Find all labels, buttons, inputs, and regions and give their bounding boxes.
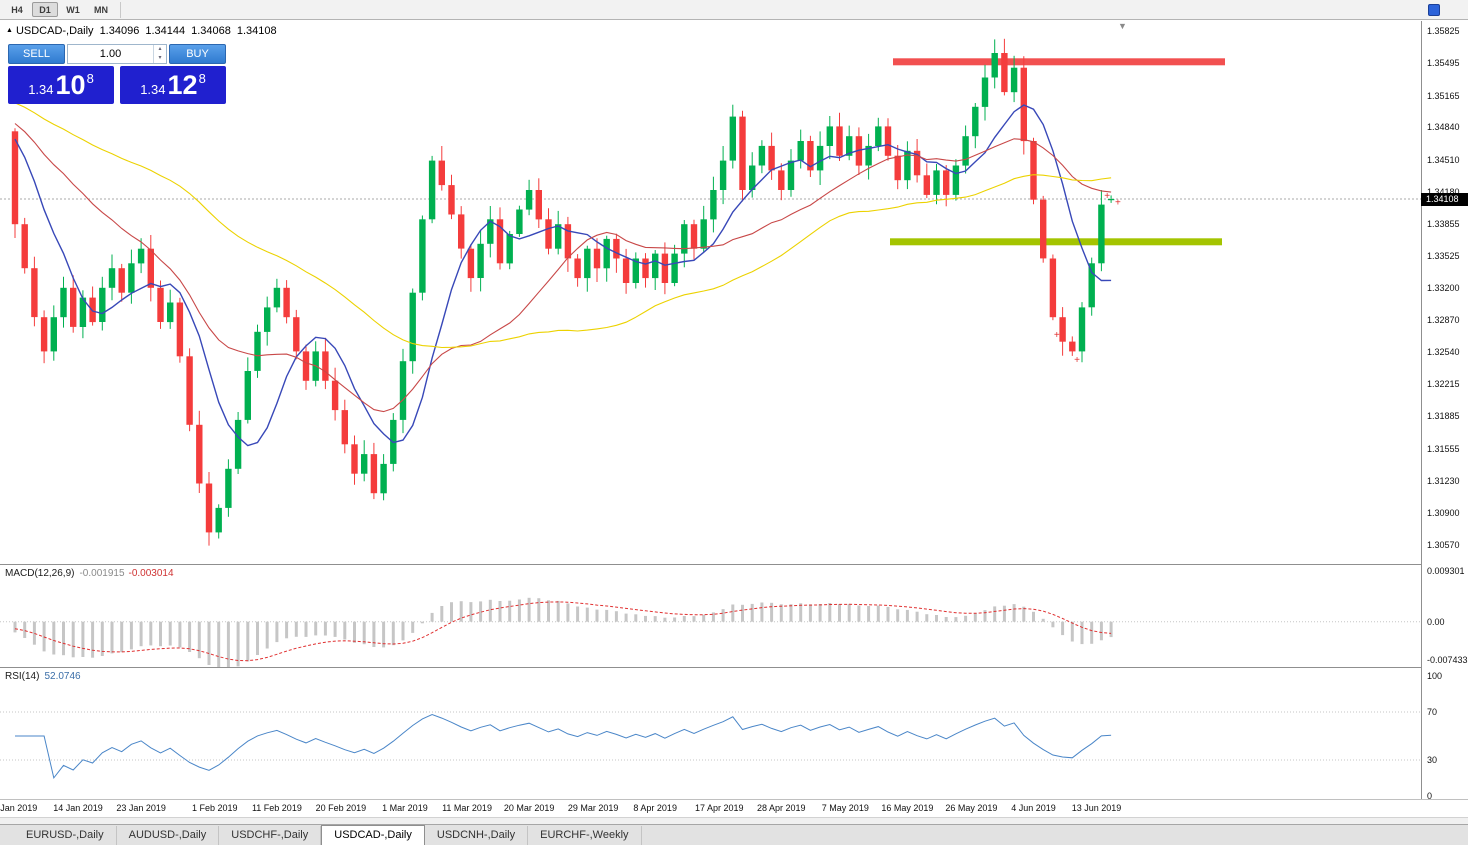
tab-usdchf-daily[interactable]: USDCHF-,Daily (219, 826, 322, 845)
rsi-plot[interactable] (0, 668, 1421, 799)
ohlc-open: 1.34096 (99, 25, 140, 37)
timeframe-button-w1[interactable]: W1 (66, 5, 80, 15)
one-click-trading-panel: SELL 1.00 ▴ ▾ BUY 1.34 10 8 1.34 12 8 (8, 44, 226, 104)
window-icon[interactable] (1428, 4, 1440, 16)
chart-tab-bar: EURUSD-,Daily AUDUSD-,Daily USDCHF-,Daily U… (0, 824, 1468, 845)
price-chart-panel[interactable]: + + + + ▼ ▲ USDCAD-,Daily 1.34096 1.34144 1.340… (0, 21, 1421, 564)
timeframe-button-group: H4 D1 W1 MN (3, 1, 121, 18)
macd-label: MACD(12,26,9) -0.001915 -0.003014 (5, 568, 174, 579)
sell-price-box[interactable]: 1.34 10 8 (8, 66, 114, 104)
buy-button[interactable]: BUY (169, 44, 226, 64)
sell-price-pips: 10 (55, 70, 86, 100)
horizontal-scrollbar[interactable] (0, 817, 1468, 824)
svg-text:+: + (1104, 191, 1110, 202)
timeframe-toolbar: H4 D1 W1 MN (0, 0, 1468, 20)
sell-price-point: 8 (86, 70, 94, 86)
sell-price-figure: 1.34 (28, 81, 54, 97)
time-axis[interactable] (0, 800, 1421, 817)
rsi-label: RSI(14) 52.0746 (5, 671, 81, 682)
chart-symbol-label: USDCAD-,Daily (15, 25, 94, 37)
buy-price-point: 8 (198, 70, 206, 86)
lot-decrease-icon[interactable]: ▾ (158, 55, 162, 61)
buy-price-pips: 12 (167, 70, 198, 100)
collapse-trade-panel-icon[interactable]: ▲ (6, 27, 13, 34)
tab-audusd-daily[interactable]: AUDUSD-,Daily (117, 826, 220, 845)
ohlc-low: 1.34068 (191, 25, 231, 37)
buy-price-figure: 1.34 (140, 81, 166, 97)
svg-text:+: + (1115, 198, 1121, 209)
lot-size-value[interactable]: 1.00 (99, 48, 122, 60)
buy-price-box[interactable]: 1.34 12 8 (120, 66, 226, 104)
tab-eurchf-weekly[interactable]: EURCHF-,Weekly (528, 826, 642, 845)
macd-name: MACD(12,26,9) (5, 568, 75, 579)
tab-usdcad-daily[interactable]: USDCAD-,Daily (321, 825, 425, 845)
svg-text:+: + (1054, 330, 1060, 341)
sell-button[interactable]: SELL (8, 44, 65, 64)
macd-plot[interactable] (0, 565, 1421, 667)
panel-splitter[interactable] (0, 667, 1468, 668)
lot-size-field[interactable]: 1.00 ▴ ▾ (67, 44, 167, 64)
timeframe-button-h4[interactable]: H4 (11, 5, 23, 15)
macd-panel[interactable]: MACD(12,26,9) -0.001915 -0.003014 (0, 565, 1421, 667)
panel-splitter[interactable] (0, 564, 1468, 565)
rsi-panel[interactable]: RSI(14) 52.0746 (0, 668, 1421, 799)
macd-signal-value: -0.003014 (128, 568, 174, 579)
tab-usdcnh-daily[interactable]: USDCNH-,Daily (425, 826, 529, 845)
svg-text:+: + (1074, 355, 1080, 366)
timeframe-button-d1[interactable]: D1 (32, 2, 58, 17)
chart-shift-marker-icon[interactable]: ▼ (1118, 21, 1127, 31)
ohlc-close: 1.34108 (236, 25, 277, 37)
rsi-name: RSI(14) (5, 671, 40, 682)
current-price-badge: 1.34108 (1421, 192, 1468, 206)
timeframe-button-mn[interactable]: MN (94, 5, 108, 15)
macd-main-value: -0.001915 (79, 568, 125, 579)
candlestick-plot[interactable]: + + + + (0, 21, 1421, 564)
ohlc-high: 1.34144 (145, 25, 186, 37)
lot-increase-icon[interactable]: ▴ (158, 46, 162, 52)
panel-splitter (0, 799, 1468, 800)
chart-header: ▲ USDCAD-,Daily 1.34096 1.34144 1.34068 1.341… (6, 25, 277, 37)
tab-eurusd-daily[interactable]: EURUSD-,Daily (14, 826, 117, 845)
rsi-value: 52.0746 (44, 671, 81, 682)
price-axis[interactable] (1421, 21, 1468, 799)
lot-spinner: ▴ ▾ (153, 45, 166, 63)
